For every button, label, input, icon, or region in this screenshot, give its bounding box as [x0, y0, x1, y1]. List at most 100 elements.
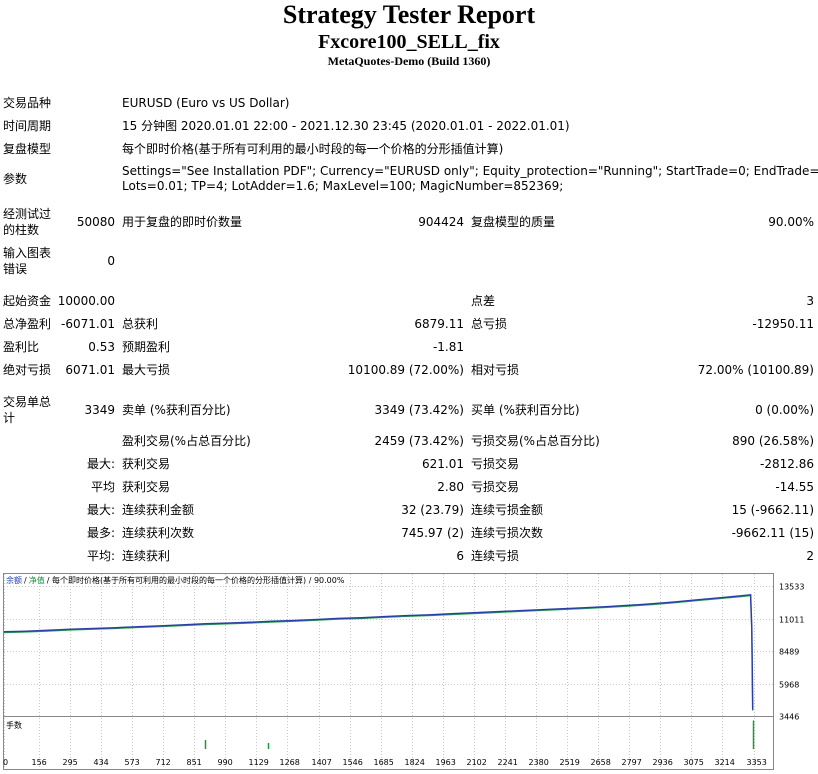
- x-tick-label: 0: [3, 758, 8, 767]
- x-tick-label: 712: [156, 758, 171, 767]
- maximal-consec-profit-label: 连续获利次数: [122, 526, 195, 540]
- model-label: 复盘模型: [3, 142, 52, 156]
- profit-factor-value: 0.53: [88, 340, 115, 354]
- gross-loss-value: -12950.11: [752, 317, 814, 331]
- expected-payoff-label: 预期盈利: [122, 340, 171, 354]
- net-profit-label: 总净盈利: [3, 317, 52, 331]
- x-tick-label: 1129: [249, 758, 269, 767]
- gross-profit-value: 6879.11: [414, 317, 464, 331]
- max-consec-wins-value: 32 (23.79): [401, 503, 464, 517]
- spread-label: 点差: [471, 294, 496, 308]
- x-tick-label: 2102: [467, 758, 487, 767]
- x-tick-label: 990: [218, 758, 233, 767]
- x-tick-label: 1685: [374, 758, 394, 767]
- quality-label: 复盘模型的质量: [471, 215, 556, 229]
- y-tick-label: 5968: [779, 681, 799, 690]
- x-tick-label: 3353: [747, 758, 767, 767]
- short-value: 3349 (73.42%): [374, 403, 464, 417]
- largest-label: 最大:: [86, 457, 115, 471]
- errors-value: 0: [107, 254, 115, 268]
- report-title: Strategy Tester Report: [282, 0, 536, 29]
- avg-profit-label: 获利交易: [122, 480, 171, 494]
- max-drawdown-label: 最大亏损: [122, 363, 171, 377]
- params-line-2: Lots=0.01; TP=4; LotAdder=1.6; MaxLevel=…: [122, 179, 564, 193]
- ticks-value: 904424: [418, 215, 464, 229]
- balance-chart: 余额 / 净值 / 每个即时价格(基于所有可利用的最小时段的每一个价格的分形插值计算)…: [3, 573, 804, 770]
- avg-consec-wins-label: 连续获利: [122, 549, 171, 563]
- maximal-consec-loss-value: -9662.11 (15): [731, 526, 814, 540]
- x-tick-label: 1268: [280, 758, 300, 767]
- short-label: 卖单 (%获利百分比): [122, 403, 231, 417]
- bars-label-2: 的柱数: [3, 223, 40, 237]
- x-tick-label: 851: [187, 758, 202, 767]
- x-tick-label: 434: [94, 758, 109, 767]
- bars-value: 50080: [76, 215, 115, 229]
- y-tick-label: 11011: [779, 616, 804, 625]
- avg-consec-label: 平均:: [86, 549, 115, 563]
- x-tick-label: 1824: [405, 758, 425, 767]
- long-value: 0 (0.00%): [755, 403, 814, 417]
- x-tick-label: 2658: [591, 758, 611, 767]
- x-tick-label: 3075: [684, 758, 704, 767]
- avg-consec-losses-value: 2: [806, 549, 814, 563]
- model-value: 每个即时价格(基于所有可利用的最小时段的每一个价格的分形插值计算): [122, 142, 504, 156]
- legend-sep: /: [24, 576, 27, 585]
- gross-loss-label: 总亏损: [471, 317, 508, 331]
- avg-loss-value: -14.55: [775, 480, 814, 494]
- loss-trades-value: 890 (26.58%): [732, 434, 814, 448]
- x-tick-label: 573: [125, 758, 140, 767]
- maximal-label: 最多:: [86, 526, 115, 540]
- errors-label-2: 错误: [3, 262, 28, 276]
- spread-value: 3: [806, 294, 814, 308]
- x-tick-label: 3214: [715, 758, 735, 767]
- bars-label-1: 经测试过: [3, 207, 52, 221]
- maximal-consec-profit-value: 745.97 (2): [401, 526, 464, 540]
- loss-trades-label: 亏损交易(%占总百分比): [471, 434, 600, 448]
- max-consec-losses-label: 连续亏损金额: [471, 503, 544, 517]
- x-tick-label: 1963: [436, 758, 456, 767]
- avg-profit-value: 2.80: [437, 480, 464, 494]
- max-consec-wins-label: 连续获利金额: [122, 503, 195, 517]
- avg-consec-losses-label: 连续亏损: [471, 549, 520, 563]
- x-axis-ticks: 0 156 295 434 573 712 851 990 1129 1268 1407 1546 16…: [3, 758, 767, 767]
- max-drawdown-value: 10100.89 (72.00%): [347, 363, 464, 377]
- maximal-consec-loss-label: 连续亏损次数: [471, 526, 544, 540]
- largest-profit-value: 621.01: [422, 457, 464, 471]
- avg-consec-wins-value: 6: [456, 549, 464, 563]
- y-tick-label: 13533: [779, 583, 804, 592]
- profit-trades-label: 盈利交易(%占总百分比): [122, 434, 251, 448]
- period-label: 时间周期: [3, 119, 52, 133]
- avg-loss-label: 亏损交易: [471, 480, 520, 494]
- total-trades-label-1: 交易单总: [3, 395, 52, 409]
- symbol-label: 交易品种: [3, 96, 52, 110]
- period-value: 15 分钟图 2020.01.01 22:00 - 2021.12.30 23:…: [122, 119, 570, 133]
- total-trades-value: 3349: [84, 403, 115, 417]
- abs-drawdown-value: 6071.01: [65, 363, 115, 377]
- chart-frame: [3, 573, 774, 770]
- x-tick-label: 1546: [343, 758, 363, 767]
- params-line-1: Settings="See Installation PDF"; Currenc…: [122, 164, 818, 178]
- server-build: MetaQuotes-Demo (Build 1360): [327, 54, 491, 68]
- y-axis-ticks: 13533 11011 8489 5968 3446: [779, 583, 804, 722]
- balance-line: [3, 593, 754, 710]
- gross-profit-label: 总获利: [122, 317, 159, 331]
- largest-loss-label: 亏损交易: [471, 457, 520, 471]
- max-label: 最大:: [86, 503, 115, 517]
- expected-payoff-value: -1.81: [432, 340, 464, 354]
- quality-value: 90.00%: [768, 215, 814, 229]
- x-tick-label: 2519: [560, 758, 580, 767]
- rel-drawdown-value: 72.00% (10100.89): [697, 363, 814, 377]
- rel-drawdown-label: 相对亏损: [471, 363, 520, 377]
- y-tick-label: 3446: [779, 713, 799, 722]
- legend-balance: 余额: [6, 575, 22, 585]
- max-consec-losses-value: 15 (-9662.11): [731, 503, 814, 517]
- volume-label: 手数: [6, 720, 22, 730]
- ticks-label: 用于复盘的即时价数量: [122, 215, 243, 229]
- chart-legend: 余额 / 净值 / 每个即时价格(基于所有可利用的最小时段的每一个价格的分形插值计算)…: [6, 575, 345, 585]
- x-tick-label: 2380: [529, 758, 549, 767]
- profit-trades-value: 2459 (73.42%): [374, 434, 464, 448]
- x-tick-label: 1407: [312, 758, 332, 767]
- x-tick-label: 2936: [653, 758, 673, 767]
- equity-line: [3, 594, 754, 711]
- y-tick-label: 8489: [779, 648, 799, 657]
